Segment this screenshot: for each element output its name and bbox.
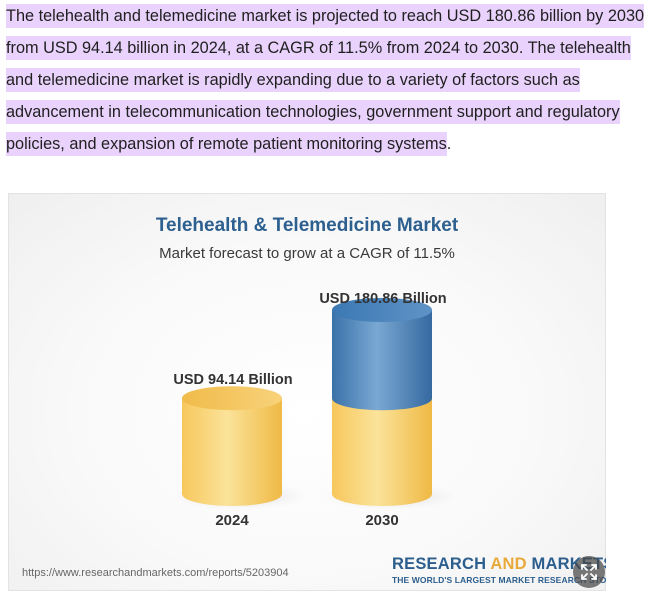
bar-2030-base-body — [332, 398, 432, 506]
bar-2024-top — [182, 386, 282, 411]
bar-2030-growth-top — [332, 298, 432, 322]
expand-button[interactable] — [573, 556, 605, 588]
brand-tagline: THE WORLD'S LARGEST MARKET RESEARCH STOR… — [392, 575, 606, 585]
value-label-2024: USD 94.14 Billion — [173, 372, 293, 388]
expand-icon — [581, 564, 597, 580]
highlighted-text: The telehealth and telemedicine market i… — [6, 4, 645, 156]
chart-title: Telehealth & Telemedicine Market — [155, 215, 459, 236]
bar-2024-body — [182, 398, 282, 506]
value-label-2030: USD 180.86 Billion — [319, 291, 447, 307]
source-url[interactable]: https://www.researchandmarkets.com/repor… — [22, 567, 289, 579]
paragraph-end: . — [446, 135, 452, 153]
intro-paragraph: The telehealth and telemedicine market i… — [6, 0, 650, 160]
infographic-card[interactable]: Telehealth & Telemedicine Market Market … — [8, 193, 606, 591]
category-label-2024: 2024 — [215, 512, 249, 529]
bar-2030-growth-body — [332, 310, 432, 411]
chart-subtitle: Market forecast to grow at a CAGR of 11.… — [159, 245, 455, 262]
chart-plot — [172, 298, 458, 510]
category-label-2030: 2030 — [365, 512, 399, 529]
